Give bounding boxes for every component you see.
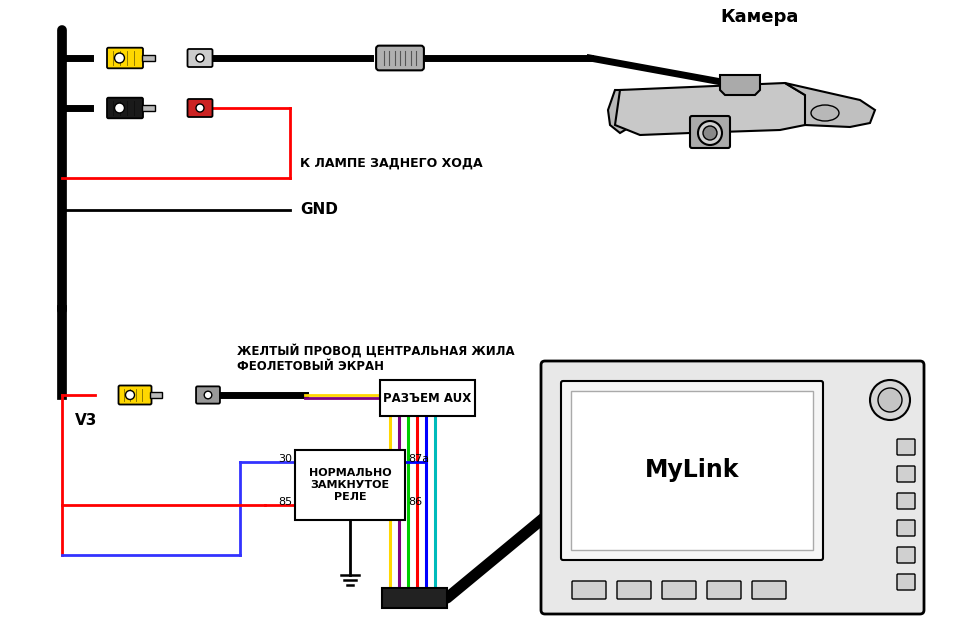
Polygon shape xyxy=(608,90,630,133)
Circle shape xyxy=(698,121,722,145)
Circle shape xyxy=(703,126,717,140)
Circle shape xyxy=(114,103,125,113)
FancyBboxPatch shape xyxy=(897,574,915,590)
FancyBboxPatch shape xyxy=(107,48,143,68)
FancyBboxPatch shape xyxy=(897,520,915,536)
Text: К ЛАМПЕ ЗАДНЕГО ХОДА: К ЛАМПЕ ЗАДНЕГО ХОДА xyxy=(300,157,483,170)
FancyBboxPatch shape xyxy=(541,361,924,614)
FancyBboxPatch shape xyxy=(617,581,651,599)
FancyBboxPatch shape xyxy=(707,581,741,599)
FancyBboxPatch shape xyxy=(196,387,220,404)
Text: 86: 86 xyxy=(408,497,422,507)
FancyBboxPatch shape xyxy=(897,547,915,563)
Circle shape xyxy=(114,53,125,63)
FancyBboxPatch shape xyxy=(572,581,606,599)
Text: ФЕОЛЕТОВЫЙ ЭКРАН: ФЕОЛЕТОВЫЙ ЭКРАН xyxy=(237,360,384,373)
Circle shape xyxy=(878,388,902,412)
FancyBboxPatch shape xyxy=(690,116,730,148)
FancyBboxPatch shape xyxy=(897,493,915,509)
FancyBboxPatch shape xyxy=(752,581,786,599)
Polygon shape xyxy=(141,55,155,61)
FancyBboxPatch shape xyxy=(662,581,696,599)
FancyBboxPatch shape xyxy=(571,391,813,550)
FancyBboxPatch shape xyxy=(295,450,405,520)
Circle shape xyxy=(204,391,212,399)
FancyBboxPatch shape xyxy=(187,99,212,117)
FancyBboxPatch shape xyxy=(107,98,143,118)
Text: НОРМАЛЬНО
ЗАМКНУТОЕ
РЕЛЕ: НОРМАЛЬНО ЗАМКНУТОЕ РЕЛЕ xyxy=(309,468,392,502)
Circle shape xyxy=(870,380,910,420)
Polygon shape xyxy=(150,392,162,398)
FancyBboxPatch shape xyxy=(118,385,152,404)
Ellipse shape xyxy=(811,105,839,121)
Text: 30: 30 xyxy=(278,454,292,464)
Polygon shape xyxy=(615,83,810,135)
Text: 87a: 87a xyxy=(408,454,429,464)
Text: Камера: Камера xyxy=(721,8,799,26)
Polygon shape xyxy=(785,83,875,127)
Polygon shape xyxy=(141,105,155,111)
Circle shape xyxy=(196,104,204,112)
FancyBboxPatch shape xyxy=(382,588,447,608)
FancyBboxPatch shape xyxy=(376,45,424,70)
FancyBboxPatch shape xyxy=(897,466,915,482)
Text: V3: V3 xyxy=(75,413,97,428)
Text: ЖЕЛТЫЙ ПРОВОД ЦЕНТРАЛЬНАЯ ЖИЛА: ЖЕЛТЫЙ ПРОВОД ЦЕНТРАЛЬНАЯ ЖИЛА xyxy=(237,344,515,358)
Text: РАЗЪЕМ AUX: РАЗЪЕМ AUX xyxy=(383,392,471,404)
Text: MyLink: MyLink xyxy=(645,459,739,482)
FancyBboxPatch shape xyxy=(897,439,915,455)
FancyBboxPatch shape xyxy=(380,380,475,416)
Polygon shape xyxy=(720,75,760,95)
Text: 85: 85 xyxy=(277,497,292,507)
Text: GND: GND xyxy=(300,203,338,217)
Circle shape xyxy=(196,54,204,62)
FancyBboxPatch shape xyxy=(187,49,212,67)
Circle shape xyxy=(126,390,134,399)
FancyBboxPatch shape xyxy=(561,381,823,560)
